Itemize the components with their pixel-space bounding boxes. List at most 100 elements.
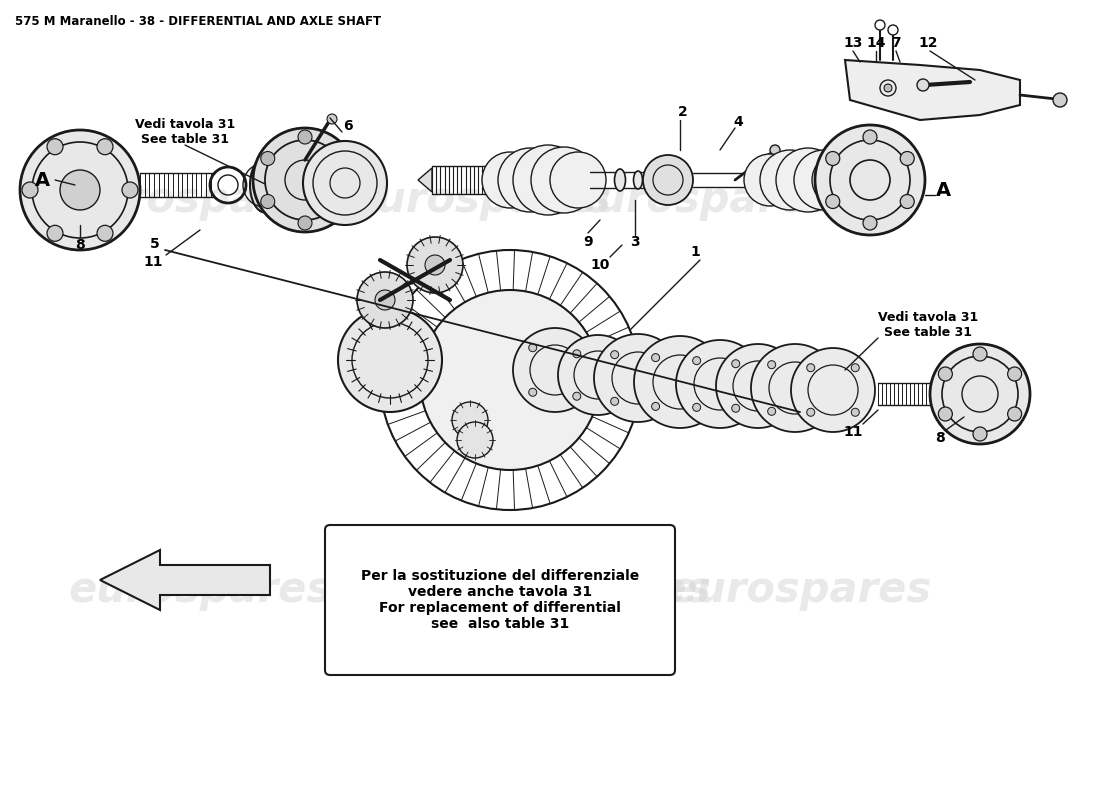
Circle shape [739, 357, 747, 365]
Circle shape [1008, 367, 1022, 381]
Circle shape [20, 130, 140, 250]
Circle shape [375, 290, 395, 310]
Circle shape [644, 155, 693, 205]
Circle shape [558, 335, 638, 415]
Circle shape [716, 344, 800, 428]
Text: 12: 12 [918, 36, 937, 50]
Circle shape [47, 138, 63, 154]
Text: eurospares: eurospares [68, 569, 331, 611]
Circle shape [974, 347, 987, 361]
FancyBboxPatch shape [324, 525, 675, 675]
Circle shape [751, 344, 839, 432]
Text: 8: 8 [75, 238, 85, 252]
Circle shape [60, 170, 100, 210]
Ellipse shape [615, 169, 626, 191]
Circle shape [651, 354, 660, 362]
Circle shape [529, 388, 537, 396]
Text: 4: 4 [733, 115, 742, 129]
Circle shape [425, 255, 446, 275]
Circle shape [938, 407, 953, 421]
Circle shape [298, 130, 312, 144]
Text: 2: 2 [678, 105, 688, 119]
Text: 14: 14 [867, 36, 886, 50]
Circle shape [261, 194, 275, 209]
Circle shape [732, 404, 739, 412]
Circle shape [760, 150, 820, 210]
Circle shape [529, 344, 537, 352]
Text: 11: 11 [844, 425, 862, 439]
Circle shape [122, 182, 138, 198]
Circle shape [651, 402, 660, 410]
Circle shape [930, 344, 1030, 444]
Circle shape [336, 194, 349, 209]
Text: A: A [34, 170, 50, 190]
Circle shape [610, 350, 618, 358]
Circle shape [452, 402, 488, 438]
Circle shape [573, 344, 581, 352]
Circle shape [864, 130, 877, 144]
Circle shape [777, 360, 784, 368]
Text: 10: 10 [591, 258, 609, 272]
Circle shape [732, 360, 739, 368]
Circle shape [770, 145, 780, 155]
Circle shape [302, 141, 387, 225]
Circle shape [815, 125, 925, 235]
Circle shape [851, 408, 859, 416]
Circle shape [826, 151, 839, 166]
Circle shape [615, 392, 624, 400]
Circle shape [573, 350, 581, 358]
Circle shape [974, 427, 987, 441]
Circle shape [573, 392, 581, 400]
Polygon shape [100, 550, 270, 610]
Text: 5: 5 [150, 237, 160, 251]
Circle shape [884, 84, 892, 92]
Polygon shape [418, 168, 432, 192]
Circle shape [777, 404, 784, 412]
Circle shape [358, 272, 412, 328]
Circle shape [900, 151, 914, 166]
Circle shape [776, 148, 840, 212]
Circle shape [261, 151, 275, 166]
Circle shape [814, 361, 823, 369]
Circle shape [594, 334, 682, 422]
Text: Per la sostituzione del differenziale
vedere anche tavola 31
For replacement of : Per la sostituzione del differenziale ve… [361, 569, 639, 631]
Text: 8: 8 [935, 431, 945, 445]
Circle shape [456, 422, 493, 458]
Ellipse shape [250, 158, 280, 213]
Circle shape [336, 151, 349, 166]
Circle shape [917, 79, 930, 91]
Circle shape [531, 147, 597, 213]
Circle shape [498, 148, 562, 212]
Circle shape [407, 237, 463, 293]
Text: 7: 7 [891, 36, 901, 50]
Text: 3: 3 [630, 235, 640, 249]
Text: 9: 9 [583, 235, 593, 249]
Circle shape [851, 364, 859, 372]
Text: Vedi tavola 31
See table 31: Vedi tavola 31 See table 31 [878, 311, 978, 339]
Circle shape [634, 336, 726, 428]
Text: 1: 1 [690, 245, 700, 259]
Polygon shape [845, 60, 1020, 120]
Circle shape [482, 152, 538, 208]
Circle shape [693, 403, 701, 411]
Text: eurospares: eurospares [449, 569, 712, 611]
Circle shape [550, 152, 606, 208]
Text: eurospares: eurospares [68, 179, 331, 221]
Text: 11: 11 [143, 255, 163, 269]
Circle shape [47, 226, 63, 242]
Circle shape [253, 128, 358, 232]
Circle shape [806, 408, 815, 416]
Circle shape [1053, 93, 1067, 107]
Circle shape [812, 154, 864, 206]
Circle shape [97, 138, 113, 154]
Text: eurospares: eurospares [349, 179, 612, 221]
Circle shape [701, 354, 708, 362]
Circle shape [744, 154, 796, 206]
Circle shape [806, 364, 815, 372]
Circle shape [693, 357, 701, 365]
Circle shape [864, 216, 877, 230]
Circle shape [97, 226, 113, 242]
Circle shape [739, 403, 747, 411]
Circle shape [658, 350, 666, 358]
Circle shape [888, 25, 898, 35]
